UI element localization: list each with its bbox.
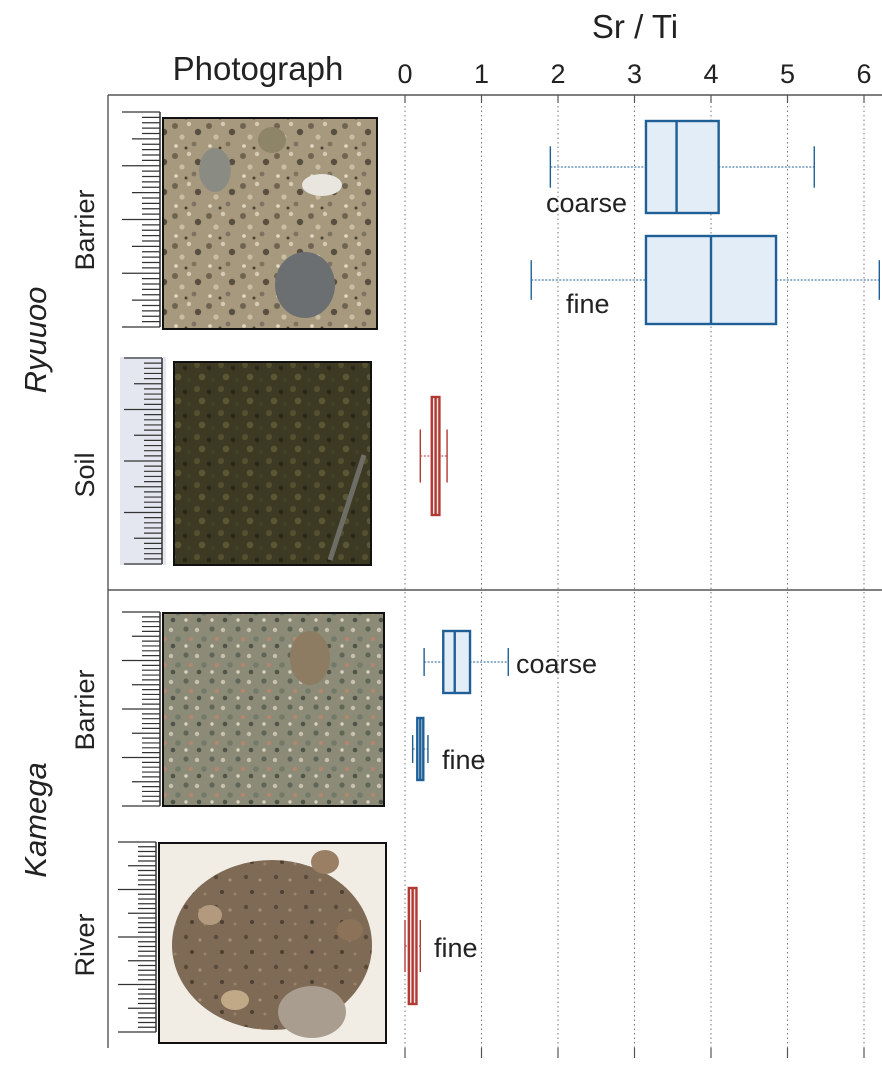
row-label-ryuuoo-barrier: Barrier [70, 189, 100, 270]
box-ryuuoo-barrier-fine: fine [530, 234, 880, 326]
group-label-kamega: Kamega [18, 762, 53, 877]
box-label: fine [566, 289, 610, 319]
x-axis-bottom [404, 1048, 865, 1058]
box-plots: coarse fine coarse fine fine [404, 119, 880, 1006]
box-ryuuoo-soil [419, 395, 448, 517]
x-tick-label: 5 [780, 59, 795, 89]
box-label: coarse [546, 188, 627, 218]
x-tick-label: 2 [550, 59, 565, 89]
x-axis-top: 0 1 2 3 4 5 6 [397, 59, 872, 103]
photo-kamega-barrier [122, 611, 385, 807]
row-label-kamega-river: River [70, 913, 100, 976]
scale-ruler [118, 841, 157, 1033]
x-tick-label: 3 [627, 59, 642, 89]
box-iqr [442, 629, 472, 695]
box-label: fine [442, 745, 486, 775]
box-kamega-barrier-coarse: coarse [423, 629, 597, 695]
scale-ruler [122, 611, 161, 807]
row-label-kamega-barrier: Barrier [70, 669, 100, 750]
photograph-column-title: Photograph [173, 50, 344, 87]
box-label: fine [434, 933, 478, 963]
box-iqr [644, 119, 720, 215]
scale-ruler [122, 111, 161, 328]
box-kamega-river-fine: fine [404, 886, 478, 1006]
chart-title: Sr / Ti [592, 8, 678, 45]
row-label-ryuuoo-soil: Soil [70, 452, 100, 497]
group-label-ryuuoo: Ryuuoo [18, 287, 53, 394]
scale-ruler [124, 357, 163, 565]
grid-lines [404, 97, 865, 1048]
x-tick-label: 0 [397, 59, 412, 89]
photo-ryuuoo-barrier [122, 111, 378, 330]
box-kamega-barrier-fine: fine [411, 716, 486, 782]
photo-kamega-river [118, 841, 387, 1044]
box-ryuuoo-barrier-coarse: coarse [546, 119, 815, 218]
box-label: coarse [516, 649, 597, 679]
x-tick-label: 1 [474, 59, 489, 89]
photo-ryuuoo-soil [120, 357, 372, 566]
x-tick-label: 6 [856, 59, 871, 89]
x-tick-label: 4 [703, 59, 718, 89]
